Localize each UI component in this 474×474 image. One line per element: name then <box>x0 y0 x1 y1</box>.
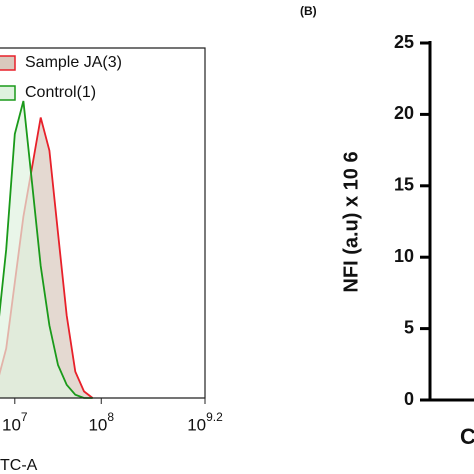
histogram-line <box>0 100 93 399</box>
x-axis-label: TC-A <box>0 457 38 474</box>
histogram-fill <box>0 101 93 398</box>
x-tick-label: 108 <box>88 410 114 434</box>
y-tick-label: 15 <box>394 175 414 195</box>
legend-label: Control(1) <box>25 84 96 101</box>
legend-swatch <box>0 55 16 71</box>
legend-label: Sample JA(3) <box>25 54 122 71</box>
y-tick-label: 0 <box>404 389 414 409</box>
panel-label: (B) <box>300 4 317 18</box>
y-tick-label: 10 <box>394 246 414 266</box>
y-tick-label: 25 <box>394 32 414 52</box>
legend-swatch <box>0 85 16 101</box>
x-tick-label: 109.2 <box>187 410 223 434</box>
y-tick-label: 5 <box>404 317 414 337</box>
plot-frame <box>0 47 206 399</box>
x-tick-label: 107 <box>2 410 28 434</box>
y-axis-label: NFI (a.u) x 10 6 <box>340 151 362 292</box>
x-tick-label: C <box>460 424 474 449</box>
y-tick-label: 20 <box>394 103 414 123</box>
